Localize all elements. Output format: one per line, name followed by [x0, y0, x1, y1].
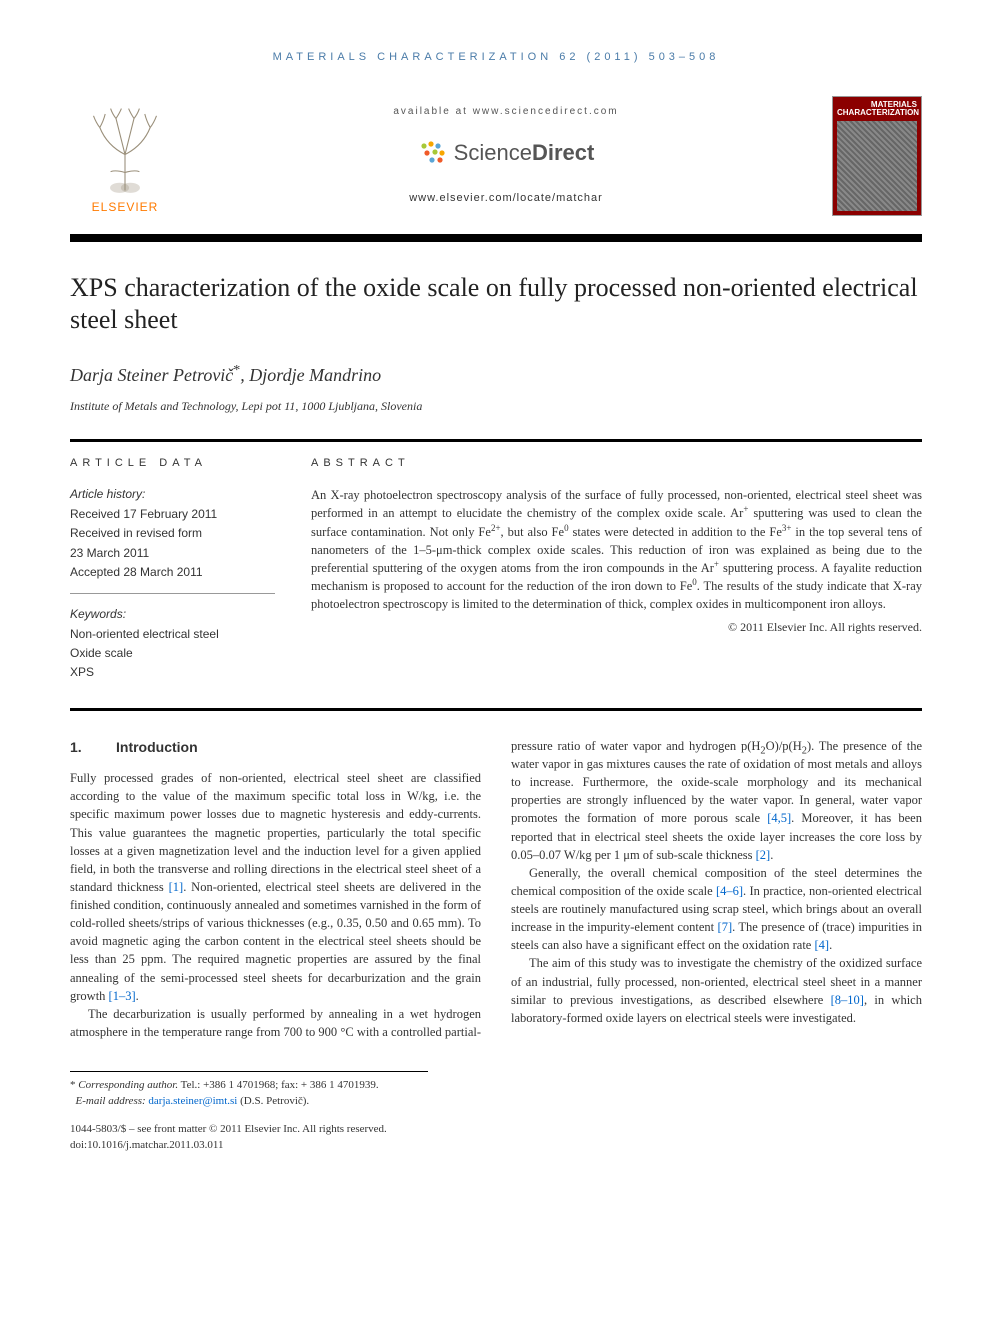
elsevier-tree-icon: [80, 105, 170, 195]
history-line: 23 March 2011: [70, 545, 275, 562]
body-paragraph: Generally, the overall chemical composit…: [511, 864, 922, 955]
rule-meta-top: [70, 439, 922, 442]
journal-cover: MATERIALS CHARACTERIZATION: [832, 96, 922, 216]
publisher-logo: ELSEVIER: [70, 96, 180, 216]
running-header: MATERIALS CHARACTERIZATION 62 (2011) 503…: [70, 50, 922, 66]
keyword: XPS: [70, 664, 275, 681]
keyword: Oxide scale: [70, 645, 275, 662]
author-email: darja.steiner@imt.si: [148, 1095, 237, 1107]
doi-line: doi:10.1016/j.matchar.2011.03.011: [70, 1138, 922, 1154]
footnotes: * Corresponding author. Tel.: +386 1 470…: [70, 1071, 428, 1110]
journal-cover-title: MATERIALS CHARACTERIZATION: [837, 101, 917, 117]
journal-url: www.elsevier.com/locate/matchar: [180, 191, 832, 207]
meta-divider: [70, 593, 275, 594]
body-paragraph: The aim of this study was to investigate…: [511, 954, 922, 1027]
article-title: XPS characterization of the oxide scale …: [70, 272, 922, 337]
publisher-name: ELSEVIER: [92, 199, 159, 216]
sciencedirect-logo: ScienceDirect: [418, 137, 595, 169]
keywords-label: Keywords:: [70, 606, 275, 623]
article-data-block: ARTICLE DATA Article history: Received 1…: [70, 456, 275, 683]
keyword: Non-oriented electrical steel: [70, 626, 275, 643]
abstract-copyright: © 2011 Elsevier Inc. All rights reserved…: [311, 619, 922, 636]
section-heading: 1.Introduction: [70, 737, 481, 757]
article-data-label: ARTICLE DATA: [70, 456, 275, 472]
front-matter: 1044-5803/$ – see front matter © 2011 El…: [70, 1122, 922, 1154]
history-line: Received 17 February 2011: [70, 506, 275, 523]
affiliation: Institute of Metals and Technology, Lepi…: [70, 398, 922, 415]
sciencedirect-wordmark: ScienceDirect: [454, 137, 595, 169]
body-columns: 1.Introduction Fully processed grades of…: [70, 737, 922, 1041]
meta-row: ARTICLE DATA Article history: Received 1…: [70, 456, 922, 683]
history-line: Received in revised form: [70, 525, 275, 542]
corresponding-author-note: * Corresponding author. Tel.: +386 1 470…: [70, 1078, 428, 1094]
issn-line: 1044-5803/$ – see front matter © 2011 El…: [70, 1122, 922, 1138]
rule-top: [70, 234, 922, 242]
abstract-text: An X-ray photoelectron spectroscopy anal…: [311, 486, 922, 613]
masthead-center: available at www.sciencedirect.com Scien…: [180, 105, 832, 207]
email-line: E-mail address: darja.steiner@imt.si (D.…: [70, 1094, 428, 1110]
journal-cover-image: [837, 121, 917, 211]
body-paragraph: Fully processed grades of non-oriented, …: [70, 769, 481, 1005]
masthead: ELSEVIER available at www.sciencedirect.…: [70, 96, 922, 216]
abstract-block: ABSTRACT An X-ray photoelectron spectros…: [311, 456, 922, 683]
abstract-label: ABSTRACT: [311, 456, 922, 472]
authors: Darja Steiner Petrovič*, Djordje Mandrin…: [70, 361, 922, 388]
history-line: Accepted 28 March 2011: [70, 564, 275, 581]
article-history-label: Article history:: [70, 486, 275, 503]
sciencedirect-dots-icon: [418, 138, 448, 168]
rule-meta-bottom: [70, 708, 922, 711]
available-at: available at www.sciencedirect.com: [180, 105, 832, 120]
page: MATERIALS CHARACTERIZATION 62 (2011) 503…: [0, 0, 992, 1194]
